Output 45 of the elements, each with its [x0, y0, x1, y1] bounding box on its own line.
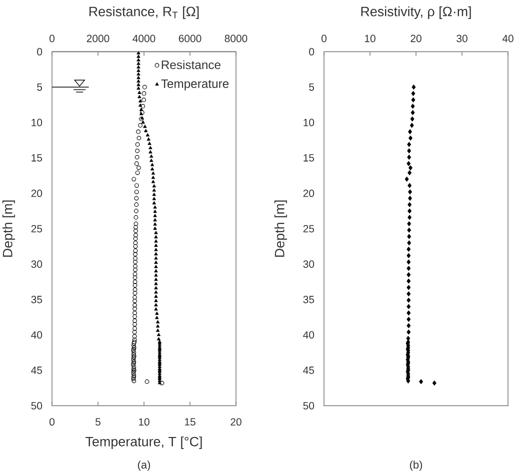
y-tick-label: 25 — [31, 225, 42, 232]
x-tick-label: 10 — [138, 418, 150, 426]
y-tick-label: 45 — [303, 366, 314, 374]
y-tick-label: 10 — [32, 118, 42, 126]
x-axis-title: Resistivity, ρ [Ω·m] — [361, 6, 471, 19]
x-tick-label: 40 — [502, 34, 514, 42]
x2-tick-label: 6000 — [178, 34, 202, 42]
y-tick-label: 45 — [31, 366, 42, 374]
x-tick-label: 30 — [456, 34, 468, 42]
x-tick-label: 0 — [49, 418, 54, 426]
legend-label: Temperature — [161, 79, 229, 90]
y-tick-label: 15 — [304, 154, 314, 162]
y-tick-label: 20 — [31, 190, 42, 198]
y-tick-label: 5 — [309, 83, 314, 91]
y-tick-label: 35 — [303, 296, 314, 304]
y-tick-label: 50 — [303, 402, 314, 410]
y-tick-label: 15 — [32, 154, 42, 162]
x2-tick-label: 4000 — [132, 34, 156, 42]
x-tick-label: 20 — [410, 34, 422, 42]
y-tick-label: 0 — [309, 48, 314, 56]
text: (a) — [138, 460, 150, 471]
x2-tick-label: 2000 — [86, 34, 110, 42]
y-axis-title: Depth [m] — [2, 200, 16, 257]
y-tick-label: 25 — [303, 225, 314, 232]
x2-tick-label: 8000 — [224, 34, 248, 42]
x-tick-label: 0 — [322, 34, 326, 42]
y-tick-label: 35 — [31, 296, 42, 304]
x-tick-label: 10 — [364, 34, 376, 42]
x-tick-label: 15 — [184, 418, 196, 426]
y-tick-label: 5 — [37, 83, 42, 91]
y-tick-label: 10 — [304, 118, 314, 126]
y-tick-label: 50 — [31, 402, 42, 410]
y-axis-title: Depth [m] — [274, 200, 288, 257]
y-tick-label: 20 — [303, 190, 314, 198]
x-axis-title: Temperature, T [°C] — [86, 436, 202, 450]
y-tick-label: 40 — [303, 331, 314, 339]
y-tick-label: 40 — [31, 331, 42, 339]
y-tick-label: 30 — [303, 260, 314, 268]
legend-label: Resistance — [162, 60, 220, 70]
x-tick-label: 5 — [96, 418, 100, 426]
y-tick-label: 0 — [37, 48, 42, 56]
y-tick-label: 30 — [31, 260, 42, 268]
x-tick-label: 20 — [230, 418, 242, 426]
text: (b) — [410, 460, 422, 471]
x2-axis-title: Resistance, R$_{T}$ [Ω] — [89, 6, 199, 19]
